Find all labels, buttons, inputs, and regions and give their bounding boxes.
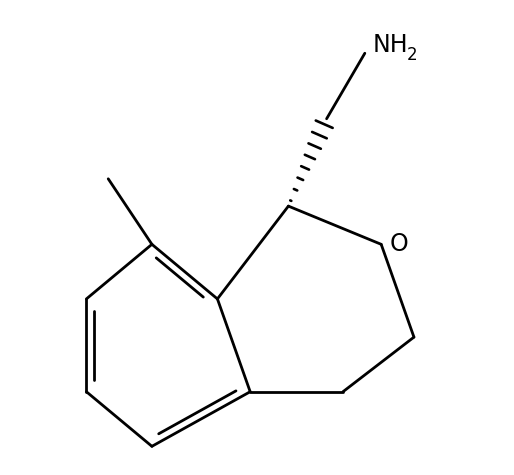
Text: 2: 2: [407, 46, 417, 64]
Text: NH: NH: [373, 33, 409, 57]
Text: O: O: [390, 232, 408, 256]
